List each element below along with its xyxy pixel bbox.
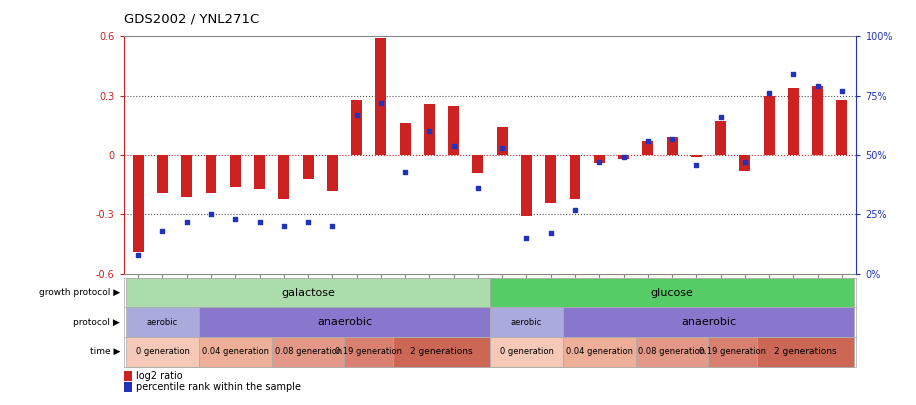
Text: 0.19 generation: 0.19 generation <box>699 347 766 356</box>
Bar <box>764 96 775 155</box>
Point <box>398 168 412 175</box>
Point <box>737 159 752 166</box>
Bar <box>181 155 192 197</box>
Bar <box>691 155 702 157</box>
Point <box>543 230 558 237</box>
Point <box>762 90 777 97</box>
Point <box>665 135 680 142</box>
Text: GDS2002 / YNL271C: GDS2002 / YNL271C <box>124 12 259 25</box>
Text: galactose: galactose <box>281 288 335 298</box>
Point <box>203 211 218 218</box>
Bar <box>562 337 636 367</box>
Bar <box>205 155 216 193</box>
Bar <box>254 155 265 189</box>
Bar <box>399 124 410 155</box>
Text: glucose: glucose <box>650 288 693 298</box>
Text: anaerobic: anaerobic <box>317 317 372 327</box>
Bar <box>448 106 459 155</box>
Point <box>252 218 267 225</box>
Bar <box>496 128 507 155</box>
Point <box>689 161 703 168</box>
Point <box>349 111 364 118</box>
Bar <box>490 307 562 337</box>
Text: 0.08 generation: 0.08 generation <box>638 347 705 356</box>
Point <box>374 100 388 106</box>
Point <box>180 218 194 225</box>
Bar <box>126 278 490 307</box>
Point <box>155 228 169 234</box>
Point <box>616 154 631 161</box>
Bar <box>327 155 338 191</box>
Text: percentile rank within the sample: percentile rank within the sample <box>136 382 301 392</box>
Point <box>446 143 461 149</box>
Text: log2 ratio: log2 ratio <box>136 371 183 381</box>
Bar <box>230 155 241 187</box>
Point <box>300 218 315 225</box>
Point <box>422 128 437 134</box>
Bar <box>788 88 799 155</box>
Bar <box>424 104 435 155</box>
Bar <box>199 337 272 367</box>
Point <box>519 235 534 241</box>
Bar <box>126 337 199 367</box>
Text: 2 generations: 2 generations <box>774 347 837 356</box>
Point <box>228 216 243 222</box>
Bar <box>344 337 393 367</box>
Text: anaerobic: anaerobic <box>681 317 736 327</box>
Bar <box>757 337 854 367</box>
Bar <box>521 155 532 216</box>
Bar <box>715 122 726 155</box>
Bar <box>133 155 144 252</box>
Text: protocol ▶: protocol ▶ <box>73 318 120 327</box>
Bar <box>199 307 490 337</box>
Bar <box>642 141 653 155</box>
Bar <box>490 278 854 307</box>
Text: 0 generation: 0 generation <box>136 347 190 356</box>
Bar <box>667 137 678 155</box>
Point <box>131 252 146 258</box>
Bar <box>393 337 490 367</box>
Bar <box>126 307 199 337</box>
Bar <box>636 337 708 367</box>
Point <box>786 71 801 78</box>
Text: growth protocol ▶: growth protocol ▶ <box>38 288 120 297</box>
Text: aerobic: aerobic <box>147 318 178 327</box>
Point <box>592 159 606 166</box>
Point <box>834 88 849 94</box>
Bar <box>836 100 847 155</box>
Bar <box>618 155 629 159</box>
Point <box>714 114 728 120</box>
Text: 0.08 generation: 0.08 generation <box>275 347 342 356</box>
Point <box>568 207 583 213</box>
Point <box>640 138 655 144</box>
Bar <box>490 337 562 367</box>
Bar <box>570 155 581 198</box>
Bar <box>545 155 556 202</box>
Text: 0 generation: 0 generation <box>499 347 553 356</box>
Bar <box>739 155 750 171</box>
Bar <box>272 337 344 367</box>
Bar <box>351 100 362 155</box>
Point <box>277 223 291 230</box>
Point <box>471 185 485 192</box>
Point <box>495 145 509 151</box>
Bar <box>302 155 313 179</box>
Bar <box>157 155 168 193</box>
Bar <box>376 38 387 155</box>
Bar <box>473 155 484 173</box>
Text: 2 generations: 2 generations <box>410 347 473 356</box>
Bar <box>708 337 757 367</box>
Bar <box>594 155 605 163</box>
Bar <box>278 155 289 198</box>
Text: aerobic: aerobic <box>511 318 542 327</box>
Text: time ▶: time ▶ <box>90 347 120 356</box>
Bar <box>812 86 823 155</box>
Point <box>325 223 340 230</box>
Text: 0.04 generation: 0.04 generation <box>566 347 633 356</box>
Bar <box>562 307 854 337</box>
Text: 0.04 generation: 0.04 generation <box>202 347 268 356</box>
Point <box>811 83 825 90</box>
Text: 0.19 generation: 0.19 generation <box>335 347 402 356</box>
